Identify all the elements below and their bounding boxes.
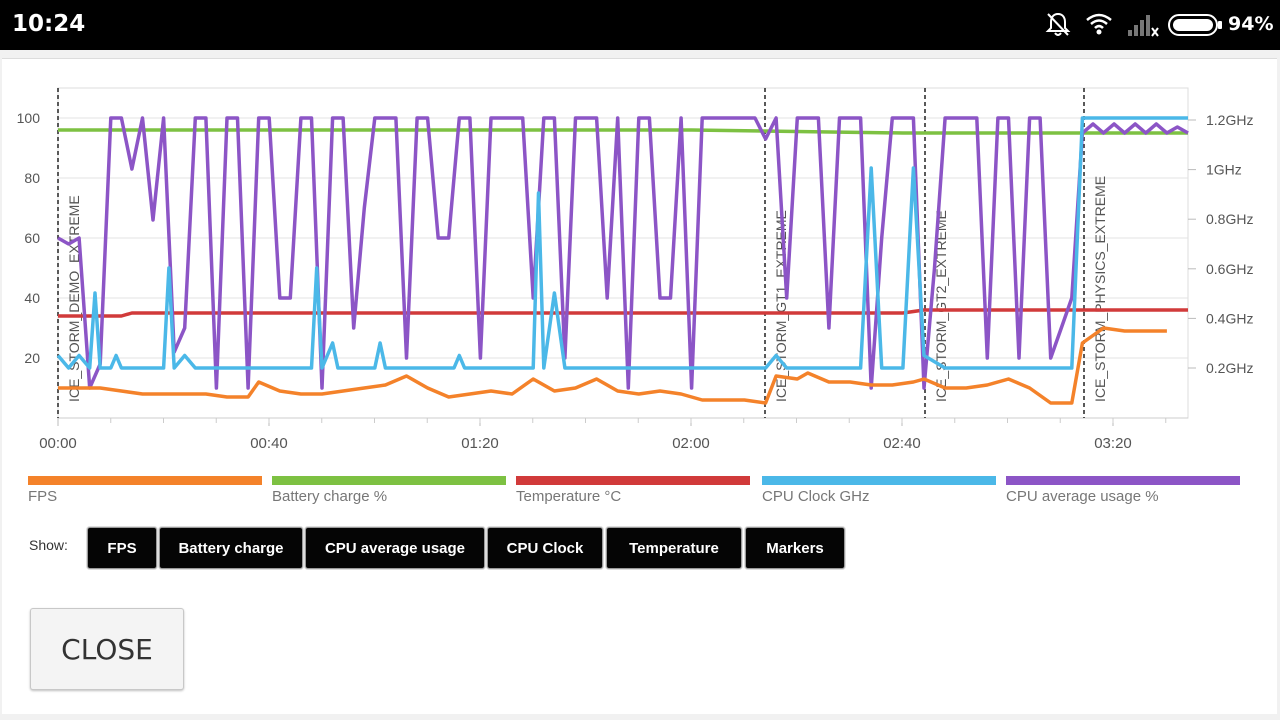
status-bar: 10:24 94%	[0, 0, 1280, 50]
x-axis: 00:00 00:40 01:20 02:00 02:40 03:20	[39, 418, 1167, 452]
x-tick-label: 02:00	[672, 435, 710, 452]
legend-label-temperature: Temperature °C	[516, 488, 622, 505]
toggle-fps-button[interactable]: FPS	[87, 527, 157, 569]
toggle-temperature-button[interactable]: Temperature	[606, 527, 742, 569]
right-tick-label: 0.8GHz	[1206, 211, 1253, 227]
series-line-4	[57, 116, 1189, 390]
battery-percentage: 94%	[1228, 13, 1274, 35]
performance-chart: 100 80 60 40 20 1.2GHz 1GHz 0.8GHz 0.6GHz 0.4GHz…	[17, 87, 1253, 452]
x-tick-label: 01:20	[461, 435, 499, 452]
series-line-0	[58, 326, 1167, 405]
left-axis: 100 80 60 40 20	[17, 110, 41, 366]
series-line-2	[58, 308, 1188, 318]
bell-off-icon	[1044, 10, 1072, 43]
toggle-markers-button[interactable]: Markers	[745, 527, 845, 569]
toggle-battery-charge-button[interactable]: Battery charge	[159, 527, 303, 569]
content-area	[0, 50, 1280, 720]
legend-item-battery: Battery charge %	[272, 476, 506, 506]
results-panel	[2, 58, 1277, 714]
toggle-cpu-clock-button[interactable]: CPU Clock	[487, 527, 603, 569]
close-button[interactable]: CLOSE	[30, 608, 184, 690]
series-line-3	[56, 116, 1188, 370]
right-tick-label: 0.4GHz	[1206, 310, 1253, 326]
battery-icon	[1168, 13, 1224, 42]
left-tick-label: 20	[24, 350, 40, 366]
right-tick-label: 0.2GHz	[1206, 360, 1253, 376]
right-tick-label: 1.2GHz	[1206, 112, 1253, 128]
x-tick-label: 02:40	[883, 435, 921, 452]
marker-label: ICE_STORM_DEMO_EXTREME	[66, 195, 82, 402]
legend-item-cpu-clock: CPU Clock GHz	[762, 476, 996, 506]
x-tick-label: 03:20	[1094, 435, 1132, 452]
marker-label: ICE_STORM_GT2_EXTREME	[933, 210, 949, 402]
legend-label-cpu-clock: CPU Clock GHz	[762, 488, 870, 505]
left-tick-label: 100	[17, 110, 41, 126]
x-tick-label: 00:40	[250, 435, 288, 452]
legend-swatch-cpu-clock	[762, 476, 996, 485]
right-tick-label: 0.6GHz	[1206, 261, 1253, 277]
legend-swatch-temperature	[516, 476, 750, 485]
legend-swatch-battery	[272, 476, 506, 485]
wifi-icon	[1084, 10, 1114, 43]
cell-signal-off-icon	[1126, 10, 1160, 43]
legend-swatch-fps	[28, 476, 262, 485]
right-tick-label: 1GHz	[1206, 162, 1242, 178]
legend-item-cpu-usage: CPU average usage %	[1006, 476, 1240, 506]
legend-swatch-cpu-usage	[1006, 476, 1240, 485]
right-axis: 1.2GHz 1GHz 0.8GHz 0.6GHz 0.4GHz 0.2GHz	[1188, 112, 1253, 376]
marker-label: ICE_STORM_PHYSICS_EXTREME	[1092, 176, 1108, 402]
legend-label-battery: Battery charge %	[272, 488, 388, 505]
status-clock: 10:24	[12, 11, 86, 37]
toggle-cpu-usage-button[interactable]: CPU average usage	[305, 527, 485, 569]
legend-item-fps: FPS	[28, 476, 262, 506]
left-tick-label: 40	[24, 290, 40, 306]
x-tick-label: 00:00	[39, 435, 77, 452]
legend-label-cpu-usage: CPU average usage %	[1006, 488, 1159, 505]
series-layer	[56, 116, 1189, 405]
legend-label-fps: FPS	[28, 488, 58, 505]
left-tick-label: 80	[24, 170, 40, 186]
marker-label: ICE_STORM_GT1_EXTREME	[773, 210, 789, 402]
left-tick-label: 60	[24, 230, 40, 246]
show-label: Show:	[29, 537, 68, 553]
legend-item-temperature: Temperature °C	[516, 476, 750, 506]
